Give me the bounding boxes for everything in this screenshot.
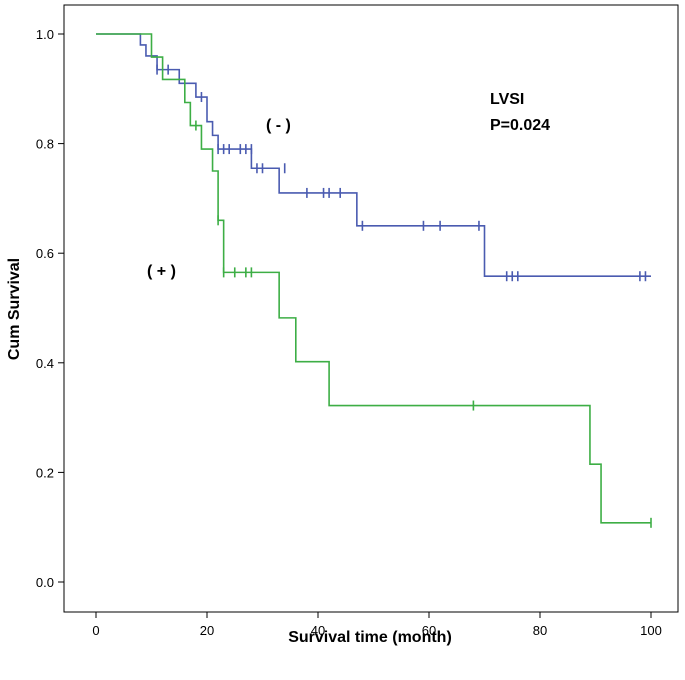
survival-curve-pos	[96, 33, 651, 524]
series-layer	[96, 33, 652, 528]
survival-curve-neg	[96, 33, 651, 278]
x-tick-label: 20	[200, 623, 214, 638]
y-tick-label: 1.0	[36, 27, 54, 42]
y-axis-title: Cum Survival	[6, 258, 23, 360]
x-tick-label: 0	[92, 623, 99, 638]
y-tick-label: 0.8	[36, 137, 54, 152]
y-tick-label: 0.0	[36, 575, 54, 590]
x-axis-title: Survival time (month)	[288, 629, 452, 646]
x-tick-label: 100	[640, 623, 662, 638]
x-tick-label: 80	[533, 623, 547, 638]
curve-label-positive: ( + )	[147, 263, 176, 280]
y-tick-label: 0.6	[36, 246, 54, 261]
plot-frame	[63, 4, 679, 613]
y-tick-label: 0.2	[36, 465, 54, 480]
ticks-layer: 0 20 40 60 80 100 0.0 0.2 0.4 0.6 0.8 1.0	[36, 27, 662, 638]
p-value-label: P=0.024	[490, 117, 550, 134]
x-tick-label: 40	[311, 623, 325, 638]
legend-title-lvsi: LVSI	[490, 91, 524, 108]
curve-label-negative: ( - )	[266, 117, 291, 134]
y-tick-label: 0.4	[36, 356, 54, 371]
x-tick-label: 60	[422, 623, 436, 638]
